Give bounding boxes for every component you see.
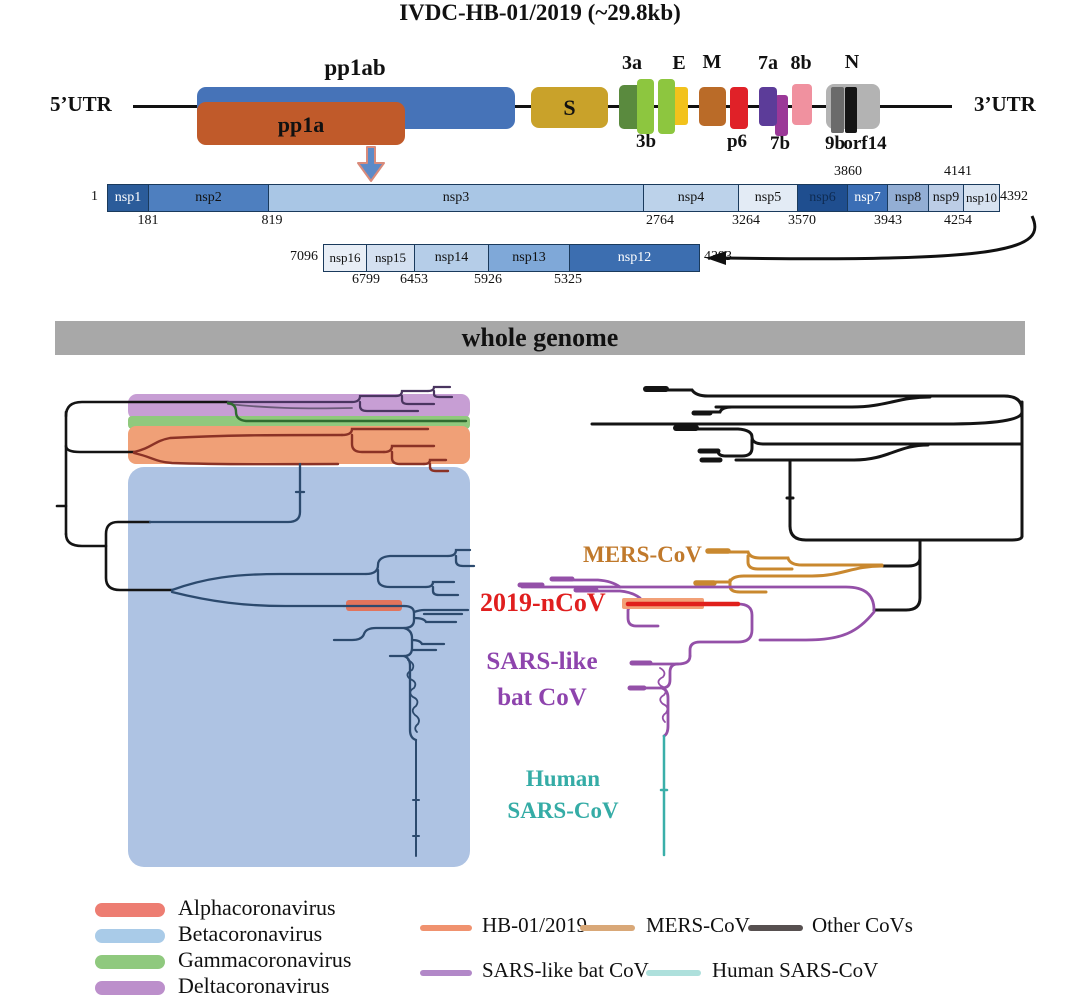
nsp4-box: nsp4 xyxy=(643,185,738,211)
coord-181: 181 xyxy=(137,213,159,228)
gamma-swatch xyxy=(95,955,165,969)
orf-m-box xyxy=(699,87,726,126)
dense-cluster-scribble-left xyxy=(406,659,420,733)
genome-map: 5’UTR 3’UTR pp1ab pp1a S 3a E M 7a 8b N … xyxy=(0,0,1080,310)
coord-2764: 2764 xyxy=(646,213,674,228)
orf7a-box xyxy=(759,87,777,126)
orf-m-label: M xyxy=(702,51,722,73)
coord-3860: 3860 xyxy=(834,164,862,179)
coord-5325: 5325 xyxy=(554,272,582,287)
delta-bg xyxy=(128,394,470,420)
gamma-label: Gammacoronavirus xyxy=(178,947,352,972)
hb012019-label: HB-01/2019 xyxy=(482,913,587,937)
spike-box: S xyxy=(531,87,608,128)
other-covs-line xyxy=(748,925,803,931)
orf9b-box xyxy=(831,87,844,133)
nsp6-box: nsp6 xyxy=(797,185,847,211)
coord-3264: 3264 xyxy=(732,213,760,228)
mers-cov-label: MERS-CoV xyxy=(583,542,702,567)
human-sars-legend-line xyxy=(646,970,701,976)
orf14-box xyxy=(845,87,857,133)
orf-p6-box xyxy=(730,87,748,129)
genus-background-blocks xyxy=(128,394,470,867)
nsp-row1: nsp1 nsp2 nsp3 nsp4 nsp5 nsp6 nsp7 nsp8 … xyxy=(107,184,1000,212)
nsp16-box: nsp16 xyxy=(324,245,366,271)
coord-5926: 5926 xyxy=(474,272,502,287)
nsp-row1-start: 1 xyxy=(91,189,98,204)
utr3-label: 3’UTR xyxy=(974,92,1036,116)
beta-swatch xyxy=(95,929,165,943)
nsp13-box: nsp13 xyxy=(488,245,569,271)
coord-6799: 6799 xyxy=(352,272,380,287)
orf-p6-label: p6 xyxy=(726,131,748,152)
sars-like-label-line1: SARS-like xyxy=(486,648,598,675)
orf8b-label: 8b xyxy=(790,52,812,74)
figure-title: IVDC-HB-01/2019 (~29.8kb) xyxy=(399,0,681,25)
orf-e-box xyxy=(671,87,688,125)
pp1ab-label: pp1ab xyxy=(324,55,386,80)
orf8b-box xyxy=(792,84,812,125)
beta-label: Betacoronavirus xyxy=(178,921,323,946)
orf3b-label: 3b xyxy=(635,131,657,152)
human-sars-legend-label: Human SARS-CoV xyxy=(712,958,879,982)
alpha-swatch xyxy=(95,903,165,917)
sars-like-legend-label: SARS-like bat CoV xyxy=(482,958,649,982)
orf-n-label: N xyxy=(844,51,860,73)
nsp8-box: nsp8 xyxy=(887,185,928,211)
orf3a-label: 3a xyxy=(622,52,642,74)
sars-like-label-line2: bat CoV xyxy=(497,684,587,711)
down-arrow-icon xyxy=(357,146,385,182)
orf3b-box xyxy=(637,79,654,134)
gamma-bg xyxy=(128,416,470,429)
nsp15-box: nsp15 xyxy=(366,245,414,271)
coord-3570: 3570 xyxy=(788,213,816,228)
alpha-label: Alphacoronavirus xyxy=(178,895,336,920)
coord-819: 819 xyxy=(261,213,283,228)
right-tree xyxy=(517,386,1024,857)
ncov-label: 2019-nCoV xyxy=(480,588,606,617)
utr5-label: 5’UTR xyxy=(50,92,112,116)
nsp14-box: nsp14 xyxy=(414,245,488,271)
nsp2-box: nsp2 xyxy=(148,185,268,211)
dense-cluster-scribble-right xyxy=(657,667,669,723)
nsp1-box: nsp1 xyxy=(108,185,148,211)
phylogenetic-trees xyxy=(55,385,1024,867)
sars-like-legend-line xyxy=(420,970,472,976)
nsp7-box: nsp7 xyxy=(847,185,887,211)
nsp-row1-end: 4392 xyxy=(1000,189,1028,204)
orf-e-label: E xyxy=(672,52,686,74)
coord-6453: 6453 xyxy=(400,272,428,287)
coord-4254: 4254 xyxy=(944,213,972,228)
nsp9-box: nsp9 xyxy=(928,185,963,211)
beta-bg xyxy=(128,467,470,867)
nsp12-box: nsp12 xyxy=(569,245,699,271)
pp1a-box: pp1a xyxy=(197,102,405,145)
orf3b-box-2 xyxy=(658,79,675,134)
other-covs-label: Other CoVs xyxy=(812,913,913,937)
human-sars-label-line1: Human xyxy=(525,766,601,791)
orf14-label: orf14 xyxy=(843,133,887,154)
left-tree-whole-genome xyxy=(55,385,476,857)
coord-3943: 3943 xyxy=(874,213,902,228)
hb012019-line xyxy=(420,925,472,931)
human-sars-label-line2: SARS-CoV xyxy=(507,798,619,823)
delta-swatch xyxy=(95,981,165,995)
nsp-row2-start: 7096 xyxy=(290,249,318,264)
nsp5-box: nsp5 xyxy=(738,185,797,211)
curved-arrow-icon xyxy=(706,215,1037,265)
mers-legend-label: MERS-CoV xyxy=(646,913,750,937)
whole-genome-banner: whole genome xyxy=(55,321,1025,355)
nsp-row2-end: 4393 xyxy=(704,249,732,264)
nsp10-box: nsp10 xyxy=(963,185,999,211)
delta-label: Deltacoronavirus xyxy=(178,973,330,998)
mers-legend-line xyxy=(580,925,635,931)
nsp-row2: nsp16 nsp15 nsp14 nsp13 nsp12 xyxy=(323,244,700,272)
orf7b-box xyxy=(775,95,788,136)
coord-4141: 4141 xyxy=(944,164,972,179)
nsp3-box: nsp3 xyxy=(268,185,643,211)
orf7b-label: 7b xyxy=(769,133,791,154)
orf7a-label: 7a xyxy=(758,52,778,74)
orf9b-label: 9b xyxy=(824,133,846,154)
